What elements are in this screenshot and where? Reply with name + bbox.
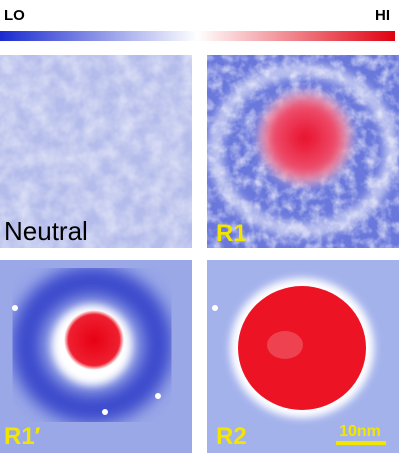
colorbar-high: HI [375,7,390,24]
panel-label: R2 [216,423,247,450]
panel-r2: R2 10nm [207,260,399,453]
panel-r1-prime: R1′ [0,260,192,453]
colorbar-low: LO [4,7,25,24]
colorbar [0,31,395,41]
panel-r1: R1 [207,55,399,248]
panel-neutral: Neutral [0,55,192,248]
panel-label: Neutral [4,216,88,246]
scale-bar-label: 10nm [339,423,381,440]
scale-bar [336,441,386,445]
panel-label: R1′ [4,423,41,450]
panel-label: R1 [216,220,247,247]
